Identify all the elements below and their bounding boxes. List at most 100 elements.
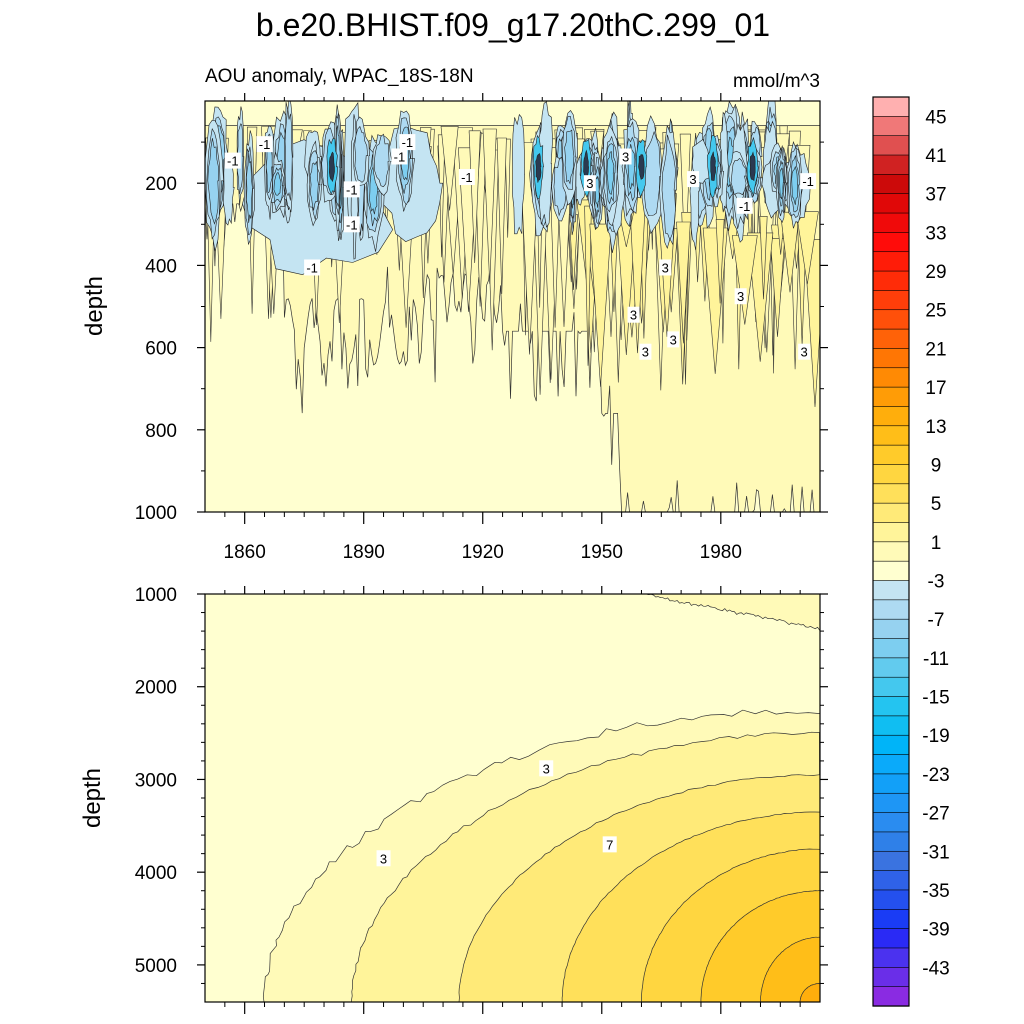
colorbar-box [872, 889, 910, 910]
bottom-contour-band [799, 982, 820, 1002]
top-contour-label: 3 [659, 259, 672, 276]
top-contour-label: 3 [734, 288, 747, 305]
top-contour-label: 3 [627, 306, 640, 323]
top-contour-label: -1 [736, 197, 753, 214]
top-negative-lobe [354, 125, 369, 183]
colorbar-box [872, 696, 910, 717]
colorbar-tick-label: -39 [922, 920, 949, 941]
colorbar-box [872, 309, 910, 330]
top-contour-label: -1 [343, 216, 360, 233]
colorbar-tick-label: -7 [928, 610, 945, 631]
top-negative-lobe [730, 157, 747, 196]
contour-label-box [734, 288, 747, 305]
top-xtick-label: 1890 [343, 542, 385, 563]
colorbar-tick-label: 5 [931, 494, 942, 515]
contour-label-text: 3 [642, 345, 649, 360]
top-spike [504, 138, 511, 238]
top-negative-lobe [512, 113, 525, 235]
colorbar-box [872, 444, 910, 466]
top-negative-lobe [273, 171, 282, 196]
colorbar-tick-label: 37 [925, 185, 946, 206]
colorbar-tick-label: 41 [925, 146, 946, 167]
bottom-field [205, 594, 820, 1002]
contour-label-box [343, 181, 360, 198]
bottom-ylabel: depth [79, 768, 106, 828]
colorbar-tick-label: 33 [925, 223, 946, 244]
bottom-ytick-label: 2000 [135, 678, 177, 699]
contour-label-box [619, 148, 632, 165]
contour-label-box [399, 134, 416, 151]
colorbar-box [872, 96, 910, 117]
bottom-ytick-label: 5000 [135, 956, 177, 977]
colorbar-tick-label: 21 [925, 339, 946, 360]
contour-label-text: 3 [630, 308, 637, 323]
top-core [328, 151, 335, 183]
contour-label-box [667, 331, 680, 348]
top-ytick-label: 600 [145, 339, 177, 360]
colorbar-box [872, 174, 910, 195]
contour-label-text: 3 [689, 172, 696, 187]
top-negative-lobe [564, 129, 575, 185]
colorbar-tick-label: 9 [931, 456, 942, 477]
colorbar-box [872, 928, 910, 949]
top-panel: AOU anomaly, WPAC_18S-18N mmol/m^3 -1-1-… [81, 66, 828, 563]
colorbar-box [872, 502, 910, 524]
colorbar-box [872, 232, 910, 253]
contour-label-box [391, 148, 408, 165]
colorbar-box [872, 734, 910, 756]
colorbar-tick-label: -27 [922, 804, 949, 825]
contour-label-text: 3 [670, 332, 677, 347]
colorbar-frame [872, 96, 910, 1007]
contour-label-box [627, 306, 640, 323]
top-ytick-label: 200 [145, 174, 177, 195]
colorbar-box [872, 251, 910, 272]
top-negative-lobe [284, 108, 293, 201]
colorbar-box [872, 367, 910, 388]
colorbar-box [872, 135, 910, 156]
colorbar-box [872, 599, 910, 620]
top-negative-lobe [661, 134, 677, 241]
colorbar-box [872, 638, 910, 659]
top-core [535, 153, 542, 183]
top-subtitle: AOU anomaly, WPAC_18S-18N [205, 66, 474, 87]
bottom-ytick-label: 4000 [135, 863, 177, 884]
bottom-shallow-band [641, 594, 820, 632]
contour-label-text: 7 [606, 837, 613, 852]
bottom-axes: 1000 2000 3000 4000 5000 [135, 585, 828, 1014]
contour-label-box [376, 850, 391, 867]
top-negative-lobe [309, 160, 319, 211]
top-spike [440, 126, 459, 211]
colorbar-tick-label: 25 [925, 301, 946, 322]
contour-label-text: -1 [394, 149, 406, 164]
colorbar-box [872, 116, 910, 137]
top-ylabel: depth [81, 276, 108, 336]
colorbar-tick-label: 17 [925, 378, 946, 399]
top-xtick-label: 1860 [224, 542, 266, 563]
bottom-contour-label: 7 [602, 836, 617, 853]
top-core [710, 151, 716, 181]
top-contour-label: -1 [304, 259, 321, 276]
contour-label-box [798, 343, 811, 360]
colorbar-tick-label: -11 [923, 649, 949, 670]
contour-label-box [256, 136, 273, 153]
contour-label-box [539, 760, 554, 777]
bottom-contour-band [759, 936, 820, 1002]
top-negative-lobe [373, 133, 390, 188]
contour-label-box [304, 259, 321, 276]
top-spike-3 [803, 239, 820, 408]
colorbar-box [872, 792, 910, 814]
colorbar-box [872, 483, 910, 504]
colorbar-box [872, 348, 910, 369]
colorbar-tick-label: -19 [922, 726, 949, 747]
top-contour-label: 3 [639, 343, 652, 360]
top-negative-lobe [207, 138, 219, 225]
colorbar-box [872, 715, 910, 736]
bottom-panel: 3 3 7 depth 1000 2000 3000 4000 5000 [79, 585, 828, 1014]
colorbar-box [872, 676, 910, 698]
top-spike-3 [747, 232, 774, 362]
colorbar-box [872, 328, 910, 350]
colorbar-box [872, 831, 910, 852]
colorbar-box [872, 560, 910, 582]
top-contour-label: 3 [667, 331, 680, 348]
